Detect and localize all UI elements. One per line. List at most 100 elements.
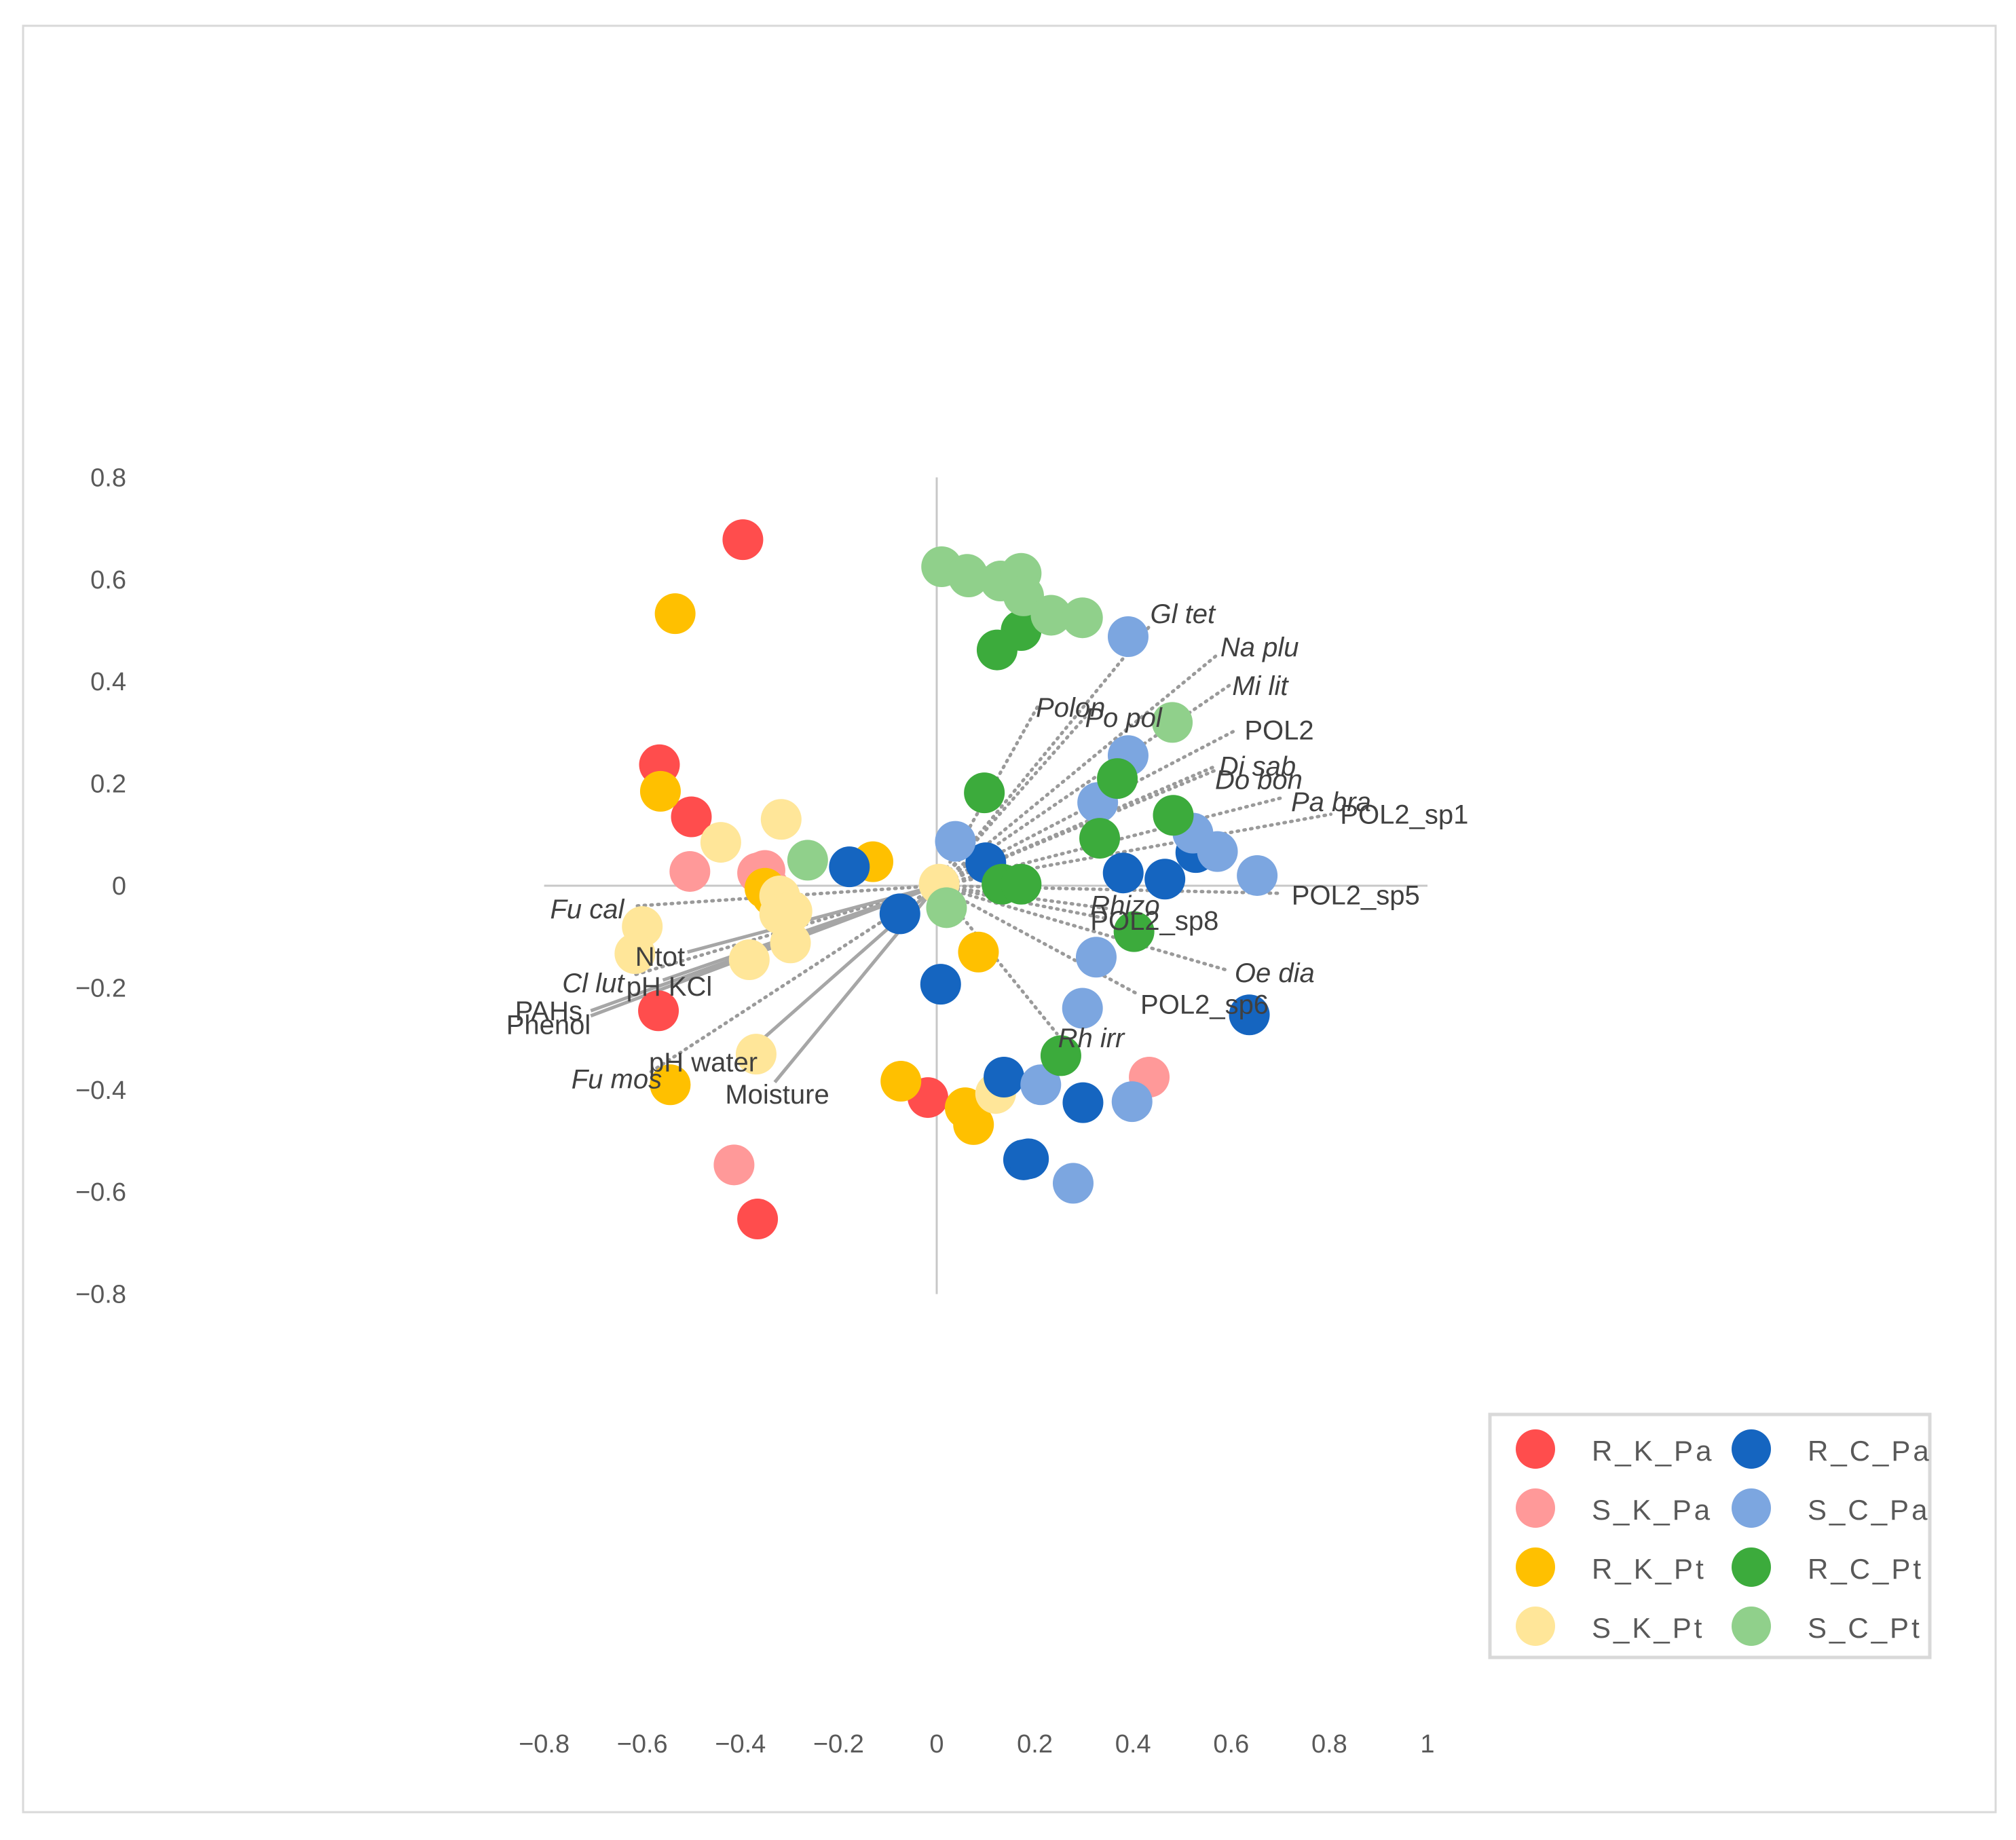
data-point (1144, 859, 1186, 900)
legend-marker (1732, 1429, 1771, 1469)
data-point (1020, 1064, 1062, 1106)
data-points (614, 519, 1278, 1240)
legend-label: R_K_Pa (1592, 1435, 1714, 1467)
data-point (1152, 702, 1193, 743)
species-vector-label: POL2_sp1 (1340, 800, 1468, 830)
env-vector-label: PAHs (515, 996, 582, 1026)
species-vector-label: Pa bra (1291, 787, 1371, 817)
legend-marker (1516, 1547, 1555, 1587)
species-vector-label: Fu cal (550, 895, 625, 924)
data-point (614, 933, 656, 975)
legend-marker (1732, 1607, 1771, 1646)
data-point (984, 1057, 1025, 1097)
legend-label: S_C_Pt (1808, 1612, 1922, 1644)
data-point (880, 1061, 922, 1102)
data-point (926, 887, 967, 928)
data-point (713, 1144, 755, 1186)
data-point (1008, 1138, 1049, 1180)
data-point (1062, 988, 1103, 1029)
data-point (1111, 1081, 1153, 1123)
env-vector-label: pH water (649, 1047, 758, 1077)
species-vector-label: Do bon (1215, 766, 1303, 795)
data-point (935, 821, 976, 862)
species-vector-label: POL2 (1244, 716, 1313, 746)
species-vector-label: Mi lit (1232, 671, 1289, 701)
data-point (760, 799, 802, 840)
data-point (1052, 1163, 1094, 1204)
tick-labels: −0.8 −0.6 −0.4 −0.2 0 0.2 0.4 0.6 0.8 1 0.8 0.6 0.4 0… (75, 464, 1435, 1759)
data-point (638, 990, 679, 1032)
legend-marker (1732, 1488, 1771, 1528)
data-point (669, 850, 711, 892)
data-point (958, 931, 999, 973)
legend-label: R_K_Pt (1592, 1553, 1706, 1585)
data-point (1001, 863, 1042, 905)
legend-label: S_K_Pa (1592, 1494, 1713, 1526)
data-point (650, 1064, 691, 1106)
y-tick-label: 0.2 (90, 770, 126, 799)
legend-marker (1516, 1429, 1555, 1469)
legend-marker (1516, 1607, 1555, 1646)
data-point (920, 964, 961, 1005)
env-vector-label: Phenol (506, 1011, 591, 1040)
species-vector-label: Oe dia (1235, 958, 1315, 988)
data-point (671, 796, 712, 838)
data-point (722, 519, 764, 561)
data-point (1040, 1035, 1081, 1076)
data-point (1197, 831, 1238, 872)
data-point (1030, 595, 1072, 636)
x-tick-label: 0.2 (1017, 1730, 1053, 1759)
y-tick-label: −0.6 (75, 1178, 126, 1207)
data-point (771, 890, 813, 932)
data-point (737, 1199, 779, 1240)
species-vector-label: Cl lut (562, 969, 625, 998)
data-point (879, 893, 920, 935)
data-point (1107, 616, 1149, 658)
data-point (735, 1034, 777, 1075)
y-tick-label: −0.2 (75, 974, 126, 1002)
y-tick-label: 0.8 (90, 464, 126, 492)
legend-label: S_K_Pt (1592, 1612, 1704, 1644)
data-point (1062, 597, 1103, 639)
env-vector-label: Moisture (725, 1080, 829, 1110)
x-tick-label: 0.8 (1311, 1730, 1347, 1759)
legend-label: R_C_Pa (1808, 1435, 1932, 1467)
species-vector (935, 764, 1218, 888)
legend-marker (1516, 1488, 1555, 1528)
x-tick-label: 0.6 (1213, 1730, 1249, 1759)
y-tick-label: −0.4 (75, 1076, 126, 1105)
legend-box (1488, 1412, 1932, 1659)
data-point (1153, 795, 1194, 836)
data-point (700, 822, 741, 863)
y-tick-label: 0 (112, 872, 126, 901)
species-vector-label: Fu mos (572, 1064, 662, 1094)
data-point (639, 770, 681, 812)
data-point (1102, 852, 1144, 894)
data-point (654, 593, 696, 635)
legend-label: R_C_Pt (1808, 1553, 1924, 1585)
species-vector-label: Po pol (1085, 703, 1163, 733)
species-vector-label: Di sab (1219, 751, 1296, 781)
data-point (1079, 818, 1121, 859)
x-tick-label: −0.6 (617, 1730, 668, 1759)
data-point (964, 772, 1005, 814)
x-tick-label: −0.8 (519, 1730, 570, 1759)
x-tick-label: −0.4 (715, 1730, 766, 1759)
data-point (953, 1104, 994, 1145)
data-point (1075, 937, 1117, 978)
data-point (1062, 1082, 1104, 1123)
legend-marker (1732, 1547, 1771, 1587)
data-point (1229, 994, 1270, 1036)
data-point (1237, 855, 1278, 896)
species-vector-label: Polon (1036, 693, 1105, 723)
env-vector-label: pH KCl (627, 972, 713, 1002)
x-tick-label: 0 (929, 1730, 944, 1759)
data-point (948, 557, 989, 598)
x-tick-label: 0.4 (1115, 1730, 1151, 1759)
legend-label: S_C_Pa (1808, 1494, 1930, 1526)
legend: R_K_Pa S_K_Pa R_K_Pt S_K_Pt R_C_Pa S_C_Pa R_C_… (1488, 1412, 1932, 1659)
data-point (787, 840, 828, 881)
y-tick-label: 0.4 (90, 668, 126, 696)
